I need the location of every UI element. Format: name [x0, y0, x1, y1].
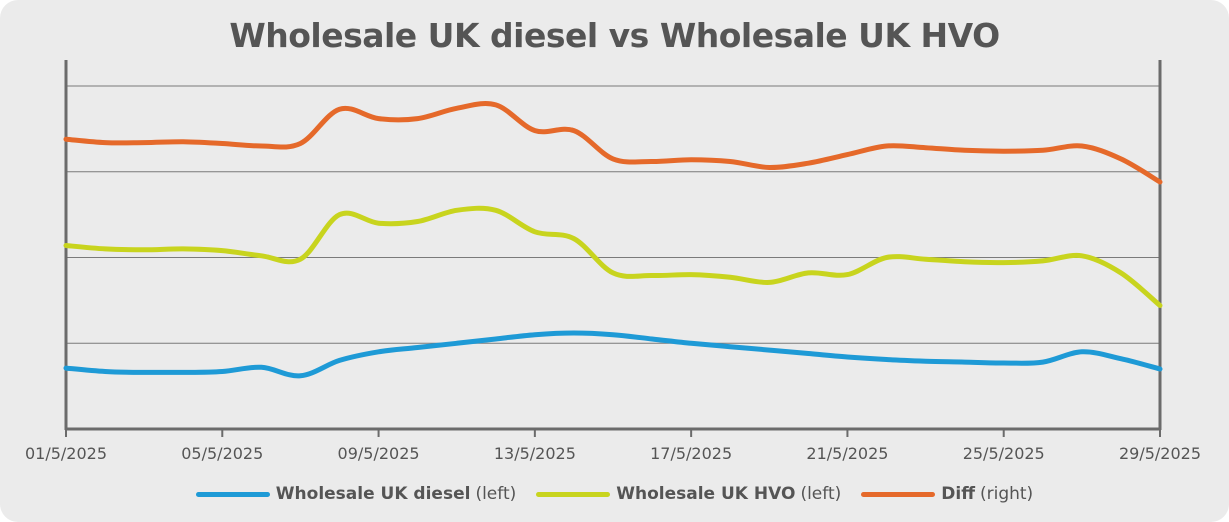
- legend-swatch-diesel: [195, 491, 270, 497]
- legend-axis-diff: (right): [979, 484, 1034, 504]
- chart-title: Wholesale UK diesel vs Wholesale UK HVO: [229, 16, 1000, 55]
- legend-axis-hvo: (left): [800, 484, 842, 504]
- x-tick-label: 21/5/2025: [806, 444, 888, 463]
- series-line-diesel: [63, 330, 1163, 379]
- x-tick-label: 13/5/2025: [494, 444, 576, 463]
- legend-label-hvo: Wholesale UK HVO: [616, 484, 796, 504]
- series-line-diff: [63, 101, 1163, 185]
- x-tick-label: 09/5/2025: [338, 444, 420, 463]
- legend-label-diff: Diff: [941, 484, 975, 504]
- x-tick-label: 05/5/2025: [181, 444, 263, 463]
- series-line-hvo: [63, 205, 1163, 308]
- legend-swatch-hvo: [536, 491, 611, 497]
- x-tick-label: 17/5/2025: [650, 444, 732, 463]
- legend-axis-diesel: (left): [475, 484, 517, 504]
- legend-label-diesel: Wholesale UK diesel: [275, 484, 471, 504]
- legend-swatch-diff: [861, 491, 936, 497]
- x-tick-label: 25/5/2025: [963, 444, 1045, 463]
- x-tick-label: 01/5/2025: [25, 444, 107, 463]
- legend-item-diff: Diff (right): [861, 484, 1033, 504]
- legend: Wholesale UK diesel (left) Wholesale UK …: [0, 484, 1229, 504]
- legend-item-hvo: Wholesale UK HVO (left): [536, 484, 841, 504]
- x-tick-label: 29/5/2025: [1119, 444, 1201, 463]
- legend-item-diesel: Wholesale UK diesel (left): [195, 484, 517, 504]
